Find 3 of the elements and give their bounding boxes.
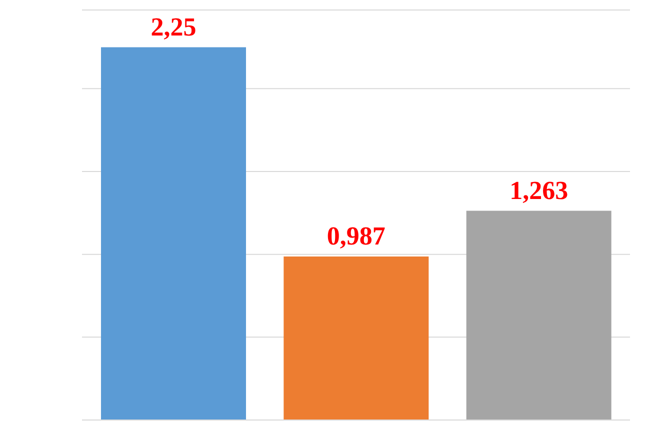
data-label: 0,987 [326, 221, 386, 250]
data-label: 1,263 [510, 176, 568, 205]
data-label: 2,25 [150, 12, 196, 42]
